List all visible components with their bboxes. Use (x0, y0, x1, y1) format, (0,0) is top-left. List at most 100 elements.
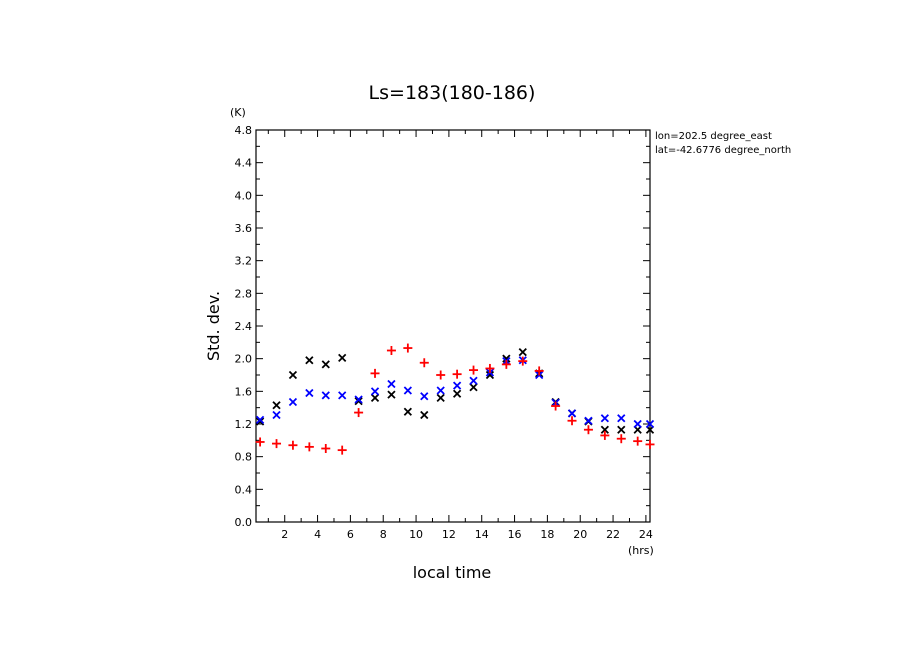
y-tick-label: 2.8 (235, 287, 253, 300)
data-point (469, 376, 478, 385)
data-point (600, 425, 609, 434)
x-axis: 2 4 6 8 10 12 14 16 18 20 22 24 (267, 130, 653, 541)
y-tick-label: 1.2 (235, 418, 253, 431)
data-point (452, 381, 462, 390)
data-point (288, 397, 298, 407)
data-point (452, 389, 462, 398)
x-tick-label: 22 (606, 528, 620, 541)
x-tick-label: 20 (573, 528, 587, 541)
data-point (633, 419, 642, 429)
data-point (288, 370, 298, 380)
data-point (436, 386, 445, 395)
chart-title: Ls=183(180-186) (369, 82, 536, 104)
data-point (354, 408, 364, 418)
x-tick-label: 12 (442, 528, 456, 541)
x-tick-label: 18 (540, 528, 554, 541)
data-point (518, 356, 528, 366)
data-point (584, 416, 593, 425)
series-2 (255, 343, 655, 455)
data-point (600, 414, 609, 423)
y-tick-label: 1.6 (235, 385, 253, 398)
data-point (370, 387, 380, 396)
x-tick-label: 16 (508, 528, 522, 541)
x-tick-label: 8 (380, 528, 387, 541)
y-tick-label: 0.0 (235, 516, 253, 529)
data-point (633, 436, 643, 446)
data-point (338, 391, 347, 400)
y-axis-label: Std. dev. (204, 291, 223, 361)
data-point (617, 425, 626, 434)
data-point (551, 401, 561, 411)
data-point (469, 383, 478, 392)
data-point (436, 370, 446, 380)
data-point (255, 417, 265, 426)
y-tick-label: 3.2 (235, 255, 253, 268)
x-tick-label: 14 (475, 528, 489, 541)
data-point (403, 343, 413, 353)
data-point (337, 445, 347, 455)
y-axis: 0.0 0.4 0.8 1.2 1.6 2.0 2.4 2.8 3.2 3.6 4.0 4.4 4.8 (235, 124, 650, 529)
data-point (354, 395, 363, 404)
data-point (501, 359, 511, 369)
plot-border (255, 129, 651, 523)
data-point (255, 437, 265, 447)
data-point (645, 439, 655, 449)
data-point (272, 439, 282, 449)
data-points (255, 343, 655, 455)
data-point (616, 434, 626, 444)
data-point (305, 356, 314, 365)
x-tick-label: 10 (409, 528, 423, 541)
data-point (518, 347, 527, 357)
data-point (419, 358, 429, 368)
data-point (403, 407, 412, 416)
data-point (502, 354, 511, 363)
data-point (321, 444, 331, 453)
data-point (321, 360, 330, 369)
data-point (354, 396, 363, 406)
data-point (617, 414, 626, 423)
data-point (321, 391, 330, 400)
data-point (387, 390, 396, 399)
data-point (370, 368, 380, 378)
y-tick-label: 4.4 (235, 157, 253, 170)
data-point (255, 415, 265, 425)
x-tick-label: 6 (347, 528, 354, 541)
data-point (338, 353, 347, 362)
y-tick-label: 3.6 (235, 222, 253, 235)
x-axis-label: local time (413, 563, 492, 582)
y-unit-label: (K) (230, 106, 246, 119)
y-tick-label: 2.0 (235, 353, 253, 366)
data-point (386, 346, 396, 355)
data-point (583, 425, 593, 435)
plot-frame (255, 129, 651, 523)
data-point (469, 365, 479, 375)
data-point (534, 366, 544, 376)
data-point (288, 440, 298, 450)
data-point (370, 393, 380, 403)
data-point (485, 363, 495, 373)
data-point (305, 388, 314, 398)
data-point (420, 392, 429, 401)
y-tick-label: 4.8 (235, 124, 253, 137)
data-point (272, 401, 281, 410)
annotation-lon: lon=202.5 degree_east (655, 131, 772, 142)
y-tick-label: 4.0 (235, 189, 253, 202)
y-tick-label: 0.8 (235, 451, 253, 464)
data-point (485, 370, 495, 380)
data-point (387, 379, 396, 389)
x-tick-label: 2 (281, 528, 288, 541)
x-unit-label: (hrs) (628, 544, 654, 557)
data-point (272, 410, 281, 420)
x-tick-label: 4 (314, 528, 321, 541)
data-point (567, 416, 577, 426)
data-point (645, 419, 655, 429)
y-tick-label: 0.4 (235, 483, 253, 496)
series-0 (255, 347, 655, 434)
x-tick-label: 24 (639, 528, 653, 541)
data-point (600, 430, 610, 440)
data-point (567, 409, 577, 418)
data-point (452, 369, 462, 379)
data-point (304, 442, 314, 452)
data-point (420, 410, 429, 420)
